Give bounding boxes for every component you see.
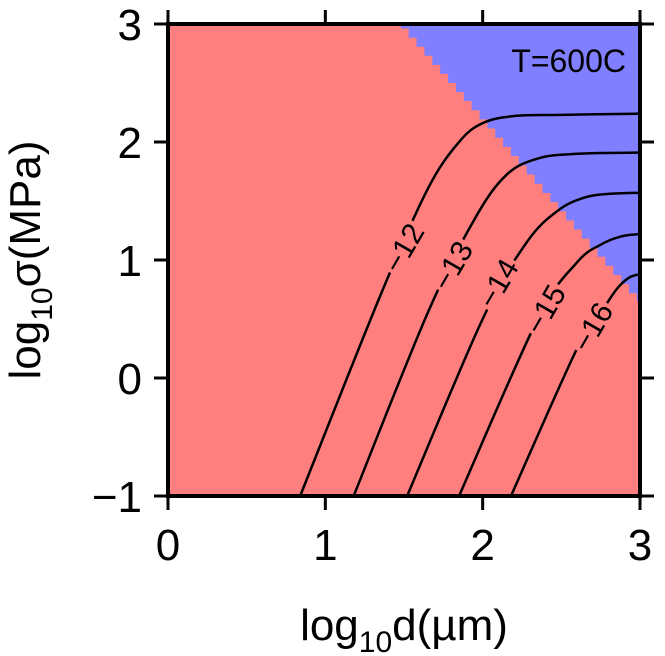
contour-line-1 xyxy=(298,112,641,497)
x-tick-label-0: 0 xyxy=(156,521,180,570)
contour-lines xyxy=(298,112,641,497)
contour-label-bg-5 xyxy=(564,295,621,360)
x-axis-label-base: log xyxy=(300,601,359,650)
y-tick-label-3: 2 xyxy=(118,119,142,168)
contour-label-bg-1 xyxy=(376,215,432,281)
x-axis-label-sub: 10 xyxy=(359,626,392,656)
contour-label-bg-2 xyxy=(424,233,481,299)
x-tick-label-2: 2 xyxy=(470,521,494,570)
y-axis-label-sub: 10 xyxy=(26,287,59,320)
y-tick-label-1: 0 xyxy=(118,355,142,404)
axis-ticks: 0 1 2 3 −1 0 1 2 3 xyxy=(92,1,654,570)
y-tick-label-0: −1 xyxy=(92,473,142,522)
contour-line-3 xyxy=(405,191,641,497)
y-axis-label-base: log xyxy=(1,321,50,380)
y-axis-label: log10σ(MPa) xyxy=(1,140,59,379)
contour-line-2 xyxy=(352,151,641,497)
y-tick-label-4: 3 xyxy=(118,1,142,50)
y-tick-label-2: 1 xyxy=(118,237,142,286)
contour-line-4 xyxy=(457,232,641,497)
temperature-annotation: T=600C xyxy=(511,43,626,79)
contour-label-bg-3 xyxy=(470,251,527,316)
contour-label-bg-4 xyxy=(517,277,574,342)
x-tick-label-1: 1 xyxy=(313,521,337,570)
x-axis-label: log10d(µm) xyxy=(300,601,508,656)
x-axis-label-rest: d(µm) xyxy=(392,601,508,650)
plot-area xyxy=(168,24,640,496)
x-tick-label-3: 3 xyxy=(628,521,652,570)
region-dislocation xyxy=(400,24,640,302)
y-axis-label-rest: σ(MPa) xyxy=(1,140,50,287)
